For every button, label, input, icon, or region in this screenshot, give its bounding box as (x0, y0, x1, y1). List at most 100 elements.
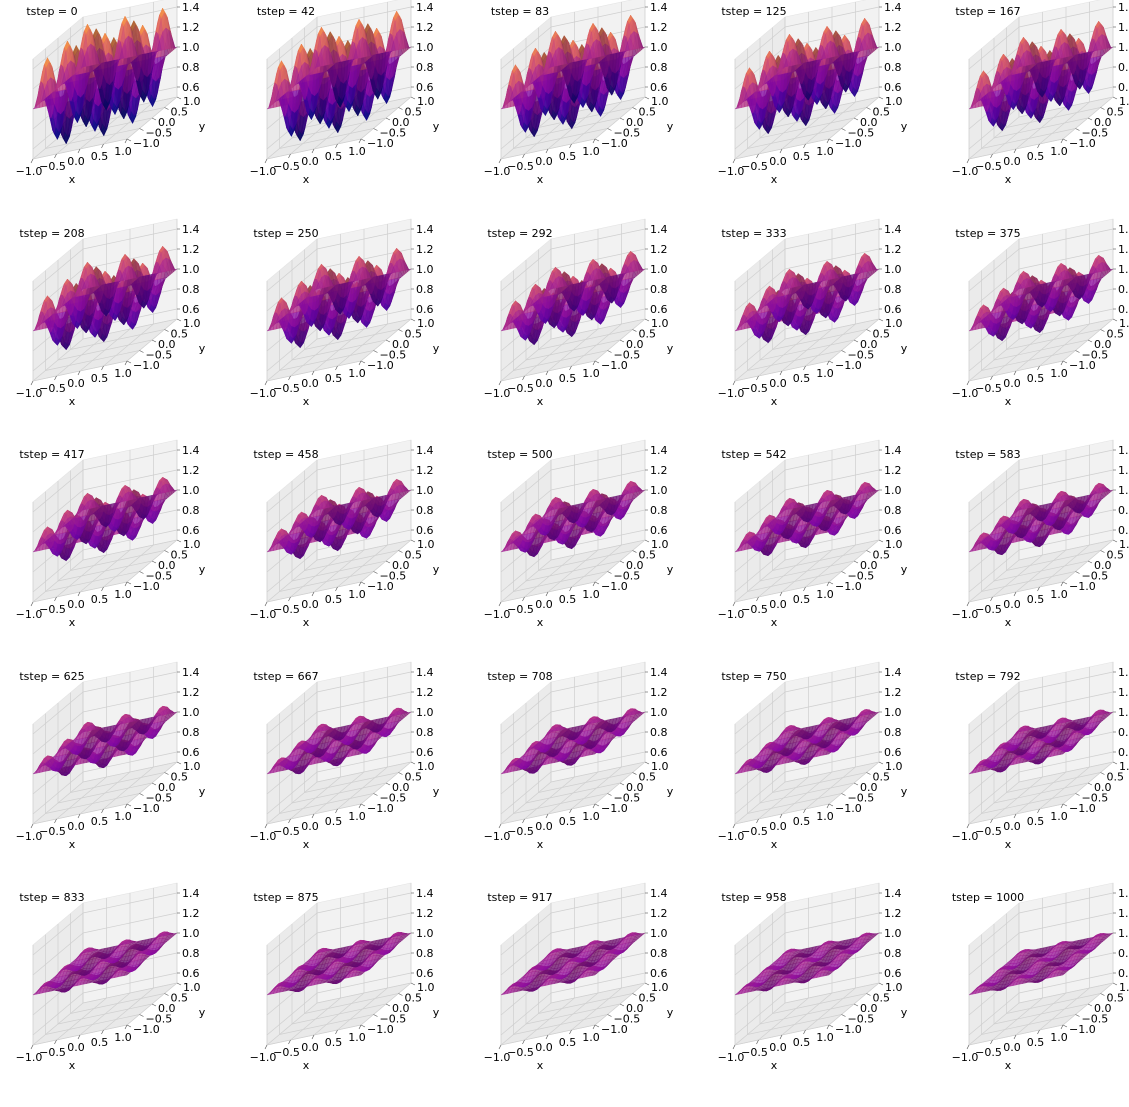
y-tick (140, 129, 144, 131)
y-tick (152, 118, 156, 120)
y-tick-label: 1.0 (885, 95, 903, 108)
x-axis-label: x (771, 173, 778, 186)
x-tick-label: 1.0 (582, 145, 600, 158)
y-tick (829, 139, 833, 141)
y-axis-label: y (433, 120, 440, 133)
z-tick-label: 1.0 (1118, 41, 1129, 54)
x-axis-label: x (69, 173, 76, 186)
y-tick (386, 118, 390, 120)
y-tick (1063, 139, 1067, 141)
y-axis-label: y (667, 120, 674, 133)
x-tick-label: 1.0 (816, 145, 834, 158)
y-tick (411, 97, 415, 99)
x-tick-label: 0.5 (793, 150, 811, 163)
y-tick (645, 97, 649, 99)
y-tick (854, 118, 858, 120)
x-tick-label: 0.0 (1003, 155, 1021, 168)
y-tick (177, 97, 181, 99)
z-tick-label: 0.6 (416, 81, 434, 94)
z-tick-label: 0.8 (1118, 61, 1129, 74)
z-tick-label: 1.2 (884, 21, 902, 34)
y-tick (595, 139, 599, 141)
z-tick-label: 1.4 (416, 1, 434, 14)
y-tick (1101, 108, 1105, 110)
x-tick-label: −0.5 (273, 160, 300, 173)
z-tick-label: 0.6 (650, 81, 668, 94)
y-tick (374, 129, 378, 131)
x-tick-label: 0.0 (769, 155, 787, 168)
x-tick-label: 0.5 (559, 150, 577, 163)
x-tick-label: 0.5 (1027, 150, 1045, 163)
y-tick-label: 1.0 (651, 95, 669, 108)
y-tick (867, 108, 871, 110)
x-tick-label: 0.5 (91, 150, 109, 163)
z-tick-label: 1.2 (182, 21, 200, 34)
y-tick (1088, 118, 1092, 120)
z-tick-label: 1.0 (416, 41, 434, 54)
z-tick-label: 1.2 (1118, 21, 1129, 34)
z-tick-label: 1.0 (650, 41, 668, 54)
x-tick-label: −0.5 (741, 160, 768, 173)
z-tick-label: 1.0 (182, 41, 200, 54)
y-tick (620, 118, 624, 120)
x-tick-label: 0.0 (301, 155, 319, 168)
y-axis-label: y (901, 120, 908, 133)
y-tick (361, 139, 365, 141)
z-tick-label: 1.4 (650, 1, 668, 14)
z-tick-label: 1.4 (884, 1, 902, 14)
y-tick-label: 1.0 (417, 95, 435, 108)
y-tick (165, 108, 169, 110)
y-axis-label: y (199, 120, 206, 133)
x-axis-label: x (537, 173, 544, 186)
z-tick-label: 1.2 (416, 21, 434, 34)
z-tick-label: 0.6 (182, 81, 200, 94)
x-tick-label: 1.0 (114, 145, 132, 158)
x-tick-label: 1.0 (348, 145, 366, 158)
y-tick (879, 97, 883, 99)
x-tick (31, 159, 33, 163)
x-axis-label: x (1005, 173, 1012, 186)
z-tick-label: 0.8 (182, 61, 200, 74)
y-tick (399, 108, 403, 110)
x-tick-label: 0.0 (67, 155, 85, 168)
z-tick-label: 1.4 (182, 1, 200, 14)
surface-plot-svg: −1.0−0.50.00.51.0−1.0−0.50.00.51.00.60.8… (941, 0, 1129, 221)
y-tick-label: 1.0 (1119, 95, 1129, 108)
x-tick-label: −0.5 (975, 160, 1002, 173)
z-tick-label: 0.6 (1118, 81, 1129, 94)
x-tick-label: 1.0 (1050, 145, 1068, 158)
z-tick-label: 0.6 (884, 81, 902, 94)
y-tick (1113, 97, 1117, 99)
x-tick-label: 0.5 (325, 150, 343, 163)
x-tick (499, 159, 501, 163)
x-tick (265, 159, 267, 163)
y-tick (127, 139, 131, 141)
z-tick-label: 0.8 (650, 61, 668, 74)
z-tick-label: 1.4 (1118, 1, 1129, 14)
y-tick (842, 129, 846, 131)
z-tick-label: 1.0 (884, 41, 902, 54)
x-axis-label: x (303, 173, 310, 186)
x-tick-label: −0.5 (39, 160, 66, 173)
x-tick-label: 0.0 (535, 155, 553, 168)
y-tick-label: 1.0 (183, 95, 201, 108)
x-tick (733, 159, 735, 163)
y-tick (608, 129, 612, 131)
z-tick-label: 0.8 (884, 61, 902, 74)
z-tick-label: 0.8 (416, 61, 434, 74)
z-tick-label: 1.2 (650, 21, 668, 34)
x-tick (967, 159, 969, 163)
x-tick-label: −0.5 (507, 160, 534, 173)
